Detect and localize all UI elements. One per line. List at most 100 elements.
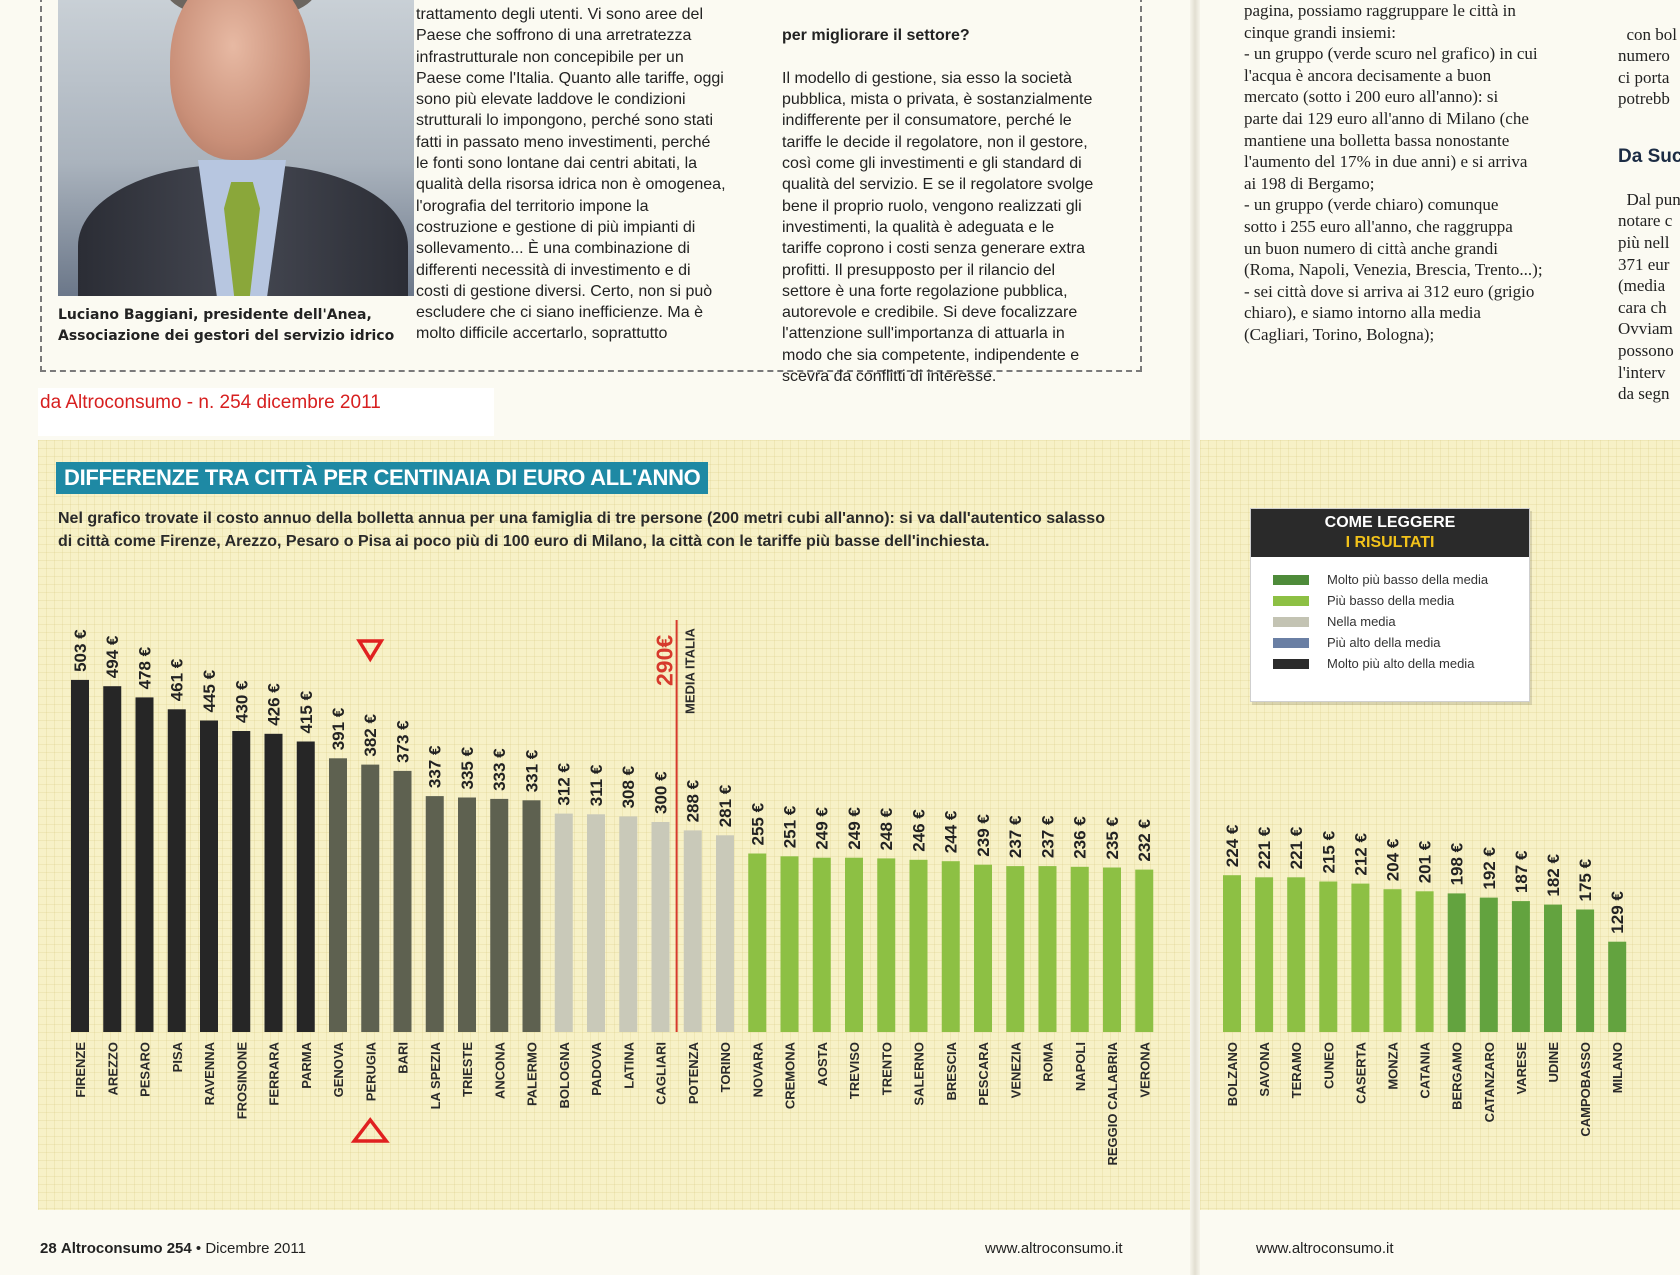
bar-value-label: 430 € <box>232 680 251 723</box>
bar-catanzaro <box>1479 897 1498 1032</box>
bar-value-label: 212 € <box>1351 833 1370 876</box>
bar-novara <box>748 853 767 1032</box>
bar-value-label: 198 € <box>1448 842 1467 885</box>
category-label: FERRARA <box>267 1041 282 1105</box>
category-label: PISA <box>170 1041 185 1072</box>
bar-caserta <box>1351 883 1370 1032</box>
footer-url-left[interactable]: www.altroconsumo.it <box>985 1240 1123 1257</box>
bar-pisa <box>167 709 186 1032</box>
category-label: REGGIO CALABRIA <box>1105 1041 1120 1165</box>
article-column-1: trattamento degli utenti. Vi sono aree d… <box>416 6 726 343</box>
category-label: TORINO <box>718 1042 733 1092</box>
bar-value-label: 382 € <box>361 714 380 757</box>
bar-value-label: 182 € <box>1544 854 1563 897</box>
bar-value-label: 201 € <box>1416 840 1435 883</box>
bar-ravenna <box>200 720 218 1032</box>
bar-value-label: 221 € <box>1287 826 1306 869</box>
footer-magazine: Altroconsumo 254 <box>60 1240 192 1257</box>
bar-teramo <box>1287 877 1306 1032</box>
chart-title: DIFFERENZE TRA CITTÀ PER CENTINAIA DI EU… <box>56 462 709 494</box>
legend-swatch <box>1273 658 1309 669</box>
legend-title: COME LEGGERE I RISULTATI <box>1251 509 1529 557</box>
bar-napoli <box>1070 866 1089 1032</box>
bar-frosinone <box>232 731 251 1032</box>
bar-cremona <box>780 856 799 1032</box>
category-label: BOLZANO <box>1225 1042 1240 1106</box>
chart-panel-right <box>1200 440 1680 1210</box>
category-label: RAVENNA <box>202 1041 217 1105</box>
average-value-label: 290€ <box>652 635 678 686</box>
category-label: CASERTA <box>1353 1041 1368 1103</box>
bar-pescara <box>974 864 992 1032</box>
bar-ancona <box>490 798 509 1032</box>
bar-cagliari <box>651 822 670 1032</box>
category-label: VENEZIA <box>1008 1041 1023 1098</box>
category-label: PESARO <box>138 1042 153 1097</box>
bar-catania <box>1415 891 1434 1032</box>
article-column-4: con bol numero ci porta potrebb Da Suc D… <box>1618 2 1680 405</box>
legend-title-line2: I RISULTATI <box>1345 534 1435 551</box>
category-label: LATINA <box>621 1041 636 1088</box>
category-label: POTENZA <box>686 1041 701 1104</box>
bar-perugia <box>361 764 380 1032</box>
category-label: NAPOLI <box>1073 1042 1088 1091</box>
bar-value-label: 244 € <box>942 810 961 853</box>
bar-value-label: 224 € <box>1223 824 1242 867</box>
bar-salerno <box>909 859 928 1032</box>
legend-box: COME LEGGERE I RISULTATI Molto più basso… <box>1250 508 1530 702</box>
bar-udine <box>1544 904 1562 1032</box>
interview-box-frame <box>40 0 1142 372</box>
bar-bari <box>393 770 412 1032</box>
category-label: MILANO <box>1610 1042 1625 1093</box>
bar-value-label: 236 € <box>1071 816 1090 859</box>
bar-value-label: 391 € <box>329 707 348 750</box>
bar-parma <box>296 741 315 1032</box>
bar-latina <box>619 816 638 1032</box>
legend-swatch <box>1273 616 1309 627</box>
bar-verona <box>1135 869 1154 1032</box>
bar-palermo <box>522 800 541 1032</box>
bar-value-label: 337 € <box>426 745 445 788</box>
bar-value-label: 478 € <box>136 646 155 689</box>
article-column-4-heading: Da Suc <box>1618 145 1680 167</box>
bar-value-label: 249 € <box>845 807 864 850</box>
category-label: TRENTO <box>879 1042 894 1095</box>
legend-item-very-low: Molto più basso della media <box>1273 571 1488 589</box>
bar-value-label: 300 € <box>652 771 671 814</box>
bar-value-label: 237 € <box>1006 815 1025 858</box>
photo-caption: Luciano Baggiani, presidente dell'Anea, … <box>58 307 395 344</box>
bar-value-label: 461 € <box>168 658 187 701</box>
highlight-marker-bottom <box>350 1117 390 1143</box>
category-label: LA SPEZIA <box>428 1041 443 1109</box>
footer-url-right[interactable]: www.altroconsumo.it <box>1256 1240 1394 1257</box>
bar-la-spezia <box>425 796 444 1032</box>
bar-varese <box>1511 901 1530 1032</box>
bar-value-label: 235 € <box>1103 816 1122 859</box>
source-note: da Altroconsumo - n. 254 dicembre 2011 <box>38 388 494 436</box>
chart-subtitle: Nel grafico trovate il costo annuo della… <box>58 510 1105 550</box>
article-column-2-body: Il modello di gestione, sia esso la soci… <box>782 69 1094 386</box>
bar-trento <box>877 858 896 1032</box>
category-label: PESCARA <box>976 1041 991 1105</box>
bar-bolzano <box>1223 875 1241 1032</box>
bar-campobasso <box>1576 909 1595 1032</box>
category-label: CATANIA <box>1418 1041 1433 1098</box>
bar-padova <box>587 814 605 1032</box>
bar-arezzo <box>103 686 122 1032</box>
category-label: CAMPOBASSO <box>1578 1042 1593 1137</box>
bar-reggio-calabria <box>1103 867 1121 1032</box>
bar-value-label: 237 € <box>1039 815 1058 858</box>
bar-value-label: 445 € <box>200 669 219 712</box>
bar-value-label: 251 € <box>781 805 800 848</box>
bar-savona <box>1255 877 1274 1032</box>
category-label: CREMONA <box>783 1041 798 1109</box>
bar-pesaro <box>135 697 154 1032</box>
bar-value-label: 311 € <box>587 764 606 806</box>
bar-value-label: 248 € <box>877 807 896 850</box>
bar-value-label: 281 € <box>716 784 735 827</box>
category-label: PARMA <box>299 1041 314 1088</box>
bar-value-label: 503 € <box>71 629 90 672</box>
bar-value-label: 129 € <box>1608 891 1627 934</box>
bar-value-label: 187 € <box>1512 850 1531 893</box>
